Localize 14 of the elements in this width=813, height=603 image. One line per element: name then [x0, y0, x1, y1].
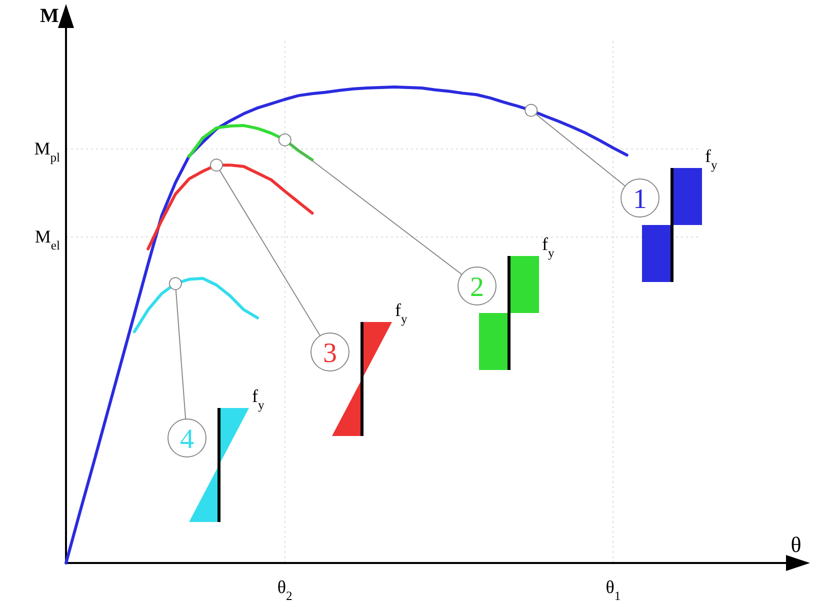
- text: f$_{y}$: [705, 146, 718, 172]
- annotation: f$_{y}$: [252, 386, 265, 412]
- annotation: 1: [633, 184, 647, 215]
- annotation: 4: [180, 424, 194, 455]
- x-tick-label: θ$_{2}$: [277, 577, 292, 603]
- x-tick-label: θ$_{1}$: [606, 577, 621, 603]
- ref-line-label: M$_{el}$: [34, 226, 60, 252]
- annotation: f$_{y}$: [542, 234, 555, 260]
- annotation: f$_{y}$: [395, 300, 408, 326]
- ref-line-label: M$_{pl}$: [34, 138, 60, 164]
- text: θ: [790, 532, 802, 557]
- annotation: 2: [470, 272, 484, 303]
- annotation: 3: [323, 338, 337, 369]
- y-axis-title: M: [40, 5, 59, 27]
